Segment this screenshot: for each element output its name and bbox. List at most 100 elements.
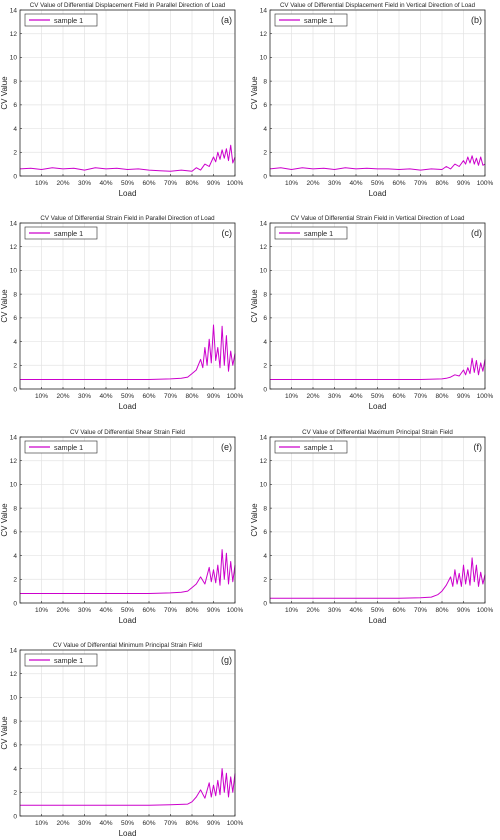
- x-axis-label: Load: [119, 402, 137, 411]
- x-tick-label: 90%: [207, 820, 220, 827]
- y-tick-label: 2: [13, 363, 17, 370]
- y-axis-label: CV Value: [250, 289, 259, 323]
- x-tick-label: 100%: [227, 607, 244, 614]
- series-line: [20, 324, 236, 380]
- x-tick-label: 100%: [227, 393, 244, 400]
- legend-box: [24, 440, 98, 454]
- x-tick-label: 90%: [457, 393, 470, 400]
- x-axis-label: Load: [369, 189, 387, 198]
- y-tick-label: 12: [10, 244, 18, 251]
- x-tick-label: 40%: [99, 607, 112, 614]
- legend-box: [24, 653, 98, 667]
- x-tick-label: 60%: [142, 180, 155, 187]
- y-tick-label: 14: [10, 434, 18, 441]
- chart-title: CV Value of Differential Displacement Fi…: [30, 2, 226, 9]
- x-axis-label: Load: [119, 829, 137, 838]
- x-tick-label: 50%: [121, 820, 134, 827]
- x-tick-label: 10%: [35, 607, 48, 614]
- x-tick-label: 50%: [121, 607, 134, 614]
- series-line: [269, 155, 486, 171]
- x-tick-label: 20%: [306, 180, 319, 187]
- y-tick-label: 14: [260, 7, 268, 14]
- legend-box: [24, 226, 98, 240]
- legend-label: sample 1: [54, 16, 83, 25]
- chart-title: CV Value of Differential Maximum Princip…: [302, 429, 453, 436]
- x-axis-label: Load: [119, 616, 137, 625]
- y-tick-label: 2: [13, 577, 17, 584]
- y-tick-label: 0: [263, 600, 267, 607]
- y-tick-label: 8: [263, 291, 267, 298]
- x-tick-label: 50%: [371, 607, 384, 614]
- y-tick-label: 14: [260, 220, 268, 227]
- x-tick-label: 40%: [349, 180, 362, 187]
- chart-panel: 10% 20% 30% 40% 50% 60% 70% 80% 90% 100% 0 2 4 6 8 10 12…: [0, 215, 244, 411]
- chart-title: CV Value of Differential Displacement Fi…: [280, 2, 476, 9]
- legend-label: sample 1: [304, 229, 333, 238]
- y-tick-label: 4: [13, 126, 17, 133]
- x-tick-label: 70%: [164, 820, 177, 827]
- y-tick-label: 10: [260, 55, 268, 62]
- x-tick-label: 30%: [328, 180, 341, 187]
- panel-label: (c): [222, 228, 233, 238]
- y-tick-label: 2: [263, 577, 267, 584]
- y-tick-label: 12: [10, 31, 18, 38]
- x-tick-label: 100%: [477, 393, 494, 400]
- legend-label: sample 1: [54, 656, 83, 665]
- x-tick-label: 30%: [78, 180, 91, 187]
- x-tick-label: 60%: [392, 393, 405, 400]
- x-tick-label: 60%: [392, 607, 405, 614]
- x-tick-label: 40%: [349, 607, 362, 614]
- x-tick-label: 90%: [457, 607, 470, 614]
- x-tick-label: 70%: [164, 393, 177, 400]
- x-tick-label: 80%: [185, 393, 198, 400]
- y-tick-label: 0: [13, 813, 17, 820]
- x-tick-label: 10%: [285, 393, 298, 400]
- legend: sample 1: [24, 226, 98, 240]
- y-tick-label: 8: [13, 718, 17, 725]
- y-tick-label: 6: [13, 315, 17, 322]
- series-line: [19, 144, 236, 172]
- y-axis-label: CV Value: [0, 76, 9, 110]
- legend-box: [274, 226, 348, 240]
- series-line: [270, 557, 486, 599]
- y-tick-label: 4: [13, 339, 17, 346]
- x-tick-label: 100%: [477, 607, 494, 614]
- x-tick-label: 20%: [56, 820, 69, 827]
- legend: sample 1: [274, 440, 348, 454]
- y-tick-label: 0: [13, 386, 17, 393]
- x-tick-label: 70%: [414, 607, 427, 614]
- y-tick-label: 0: [263, 173, 267, 180]
- series-line: [270, 357, 486, 380]
- x-tick-label: 90%: [457, 180, 470, 187]
- y-tick-label: 14: [10, 647, 18, 654]
- series-line: [20, 549, 236, 594]
- y-tick-label: 12: [10, 458, 18, 465]
- y-tick-label: 6: [263, 102, 267, 109]
- y-tick-label: 12: [260, 458, 268, 465]
- y-tick-label: 12: [260, 31, 268, 38]
- chart-panel: 10% 20% 30% 40% 50% 60% 70% 80% 90% 100% 0 2 4 6 8 10 12…: [250, 215, 494, 411]
- y-axis-label: CV Value: [0, 289, 9, 323]
- y-tick-label: 4: [13, 766, 17, 773]
- y-tick-label: 2: [263, 363, 267, 370]
- chart-title: CV Value of Differential Strain Field in…: [291, 215, 465, 222]
- panel-label: (e): [221, 442, 232, 452]
- legend-box: [274, 13, 348, 27]
- panel-label: (g): [221, 655, 232, 665]
- x-tick-label: 100%: [477, 180, 494, 187]
- x-tick-label: 50%: [121, 180, 134, 187]
- y-tick-label: 14: [10, 7, 18, 14]
- y-tick-label: 8: [263, 505, 267, 512]
- legend: sample 1: [274, 226, 348, 240]
- x-tick-label: 100%: [227, 180, 244, 187]
- x-tick-label: 70%: [164, 180, 177, 187]
- y-tick-label: 4: [263, 339, 267, 346]
- x-tick-label: 90%: [207, 393, 220, 400]
- x-tick-label: 60%: [142, 607, 155, 614]
- y-tick-label: 14: [260, 434, 268, 441]
- x-tick-label: 10%: [35, 393, 48, 400]
- y-tick-label: 10: [10, 695, 18, 702]
- legend: sample 1: [24, 13, 98, 27]
- y-tick-label: 10: [260, 268, 268, 275]
- legend: sample 1: [24, 653, 98, 667]
